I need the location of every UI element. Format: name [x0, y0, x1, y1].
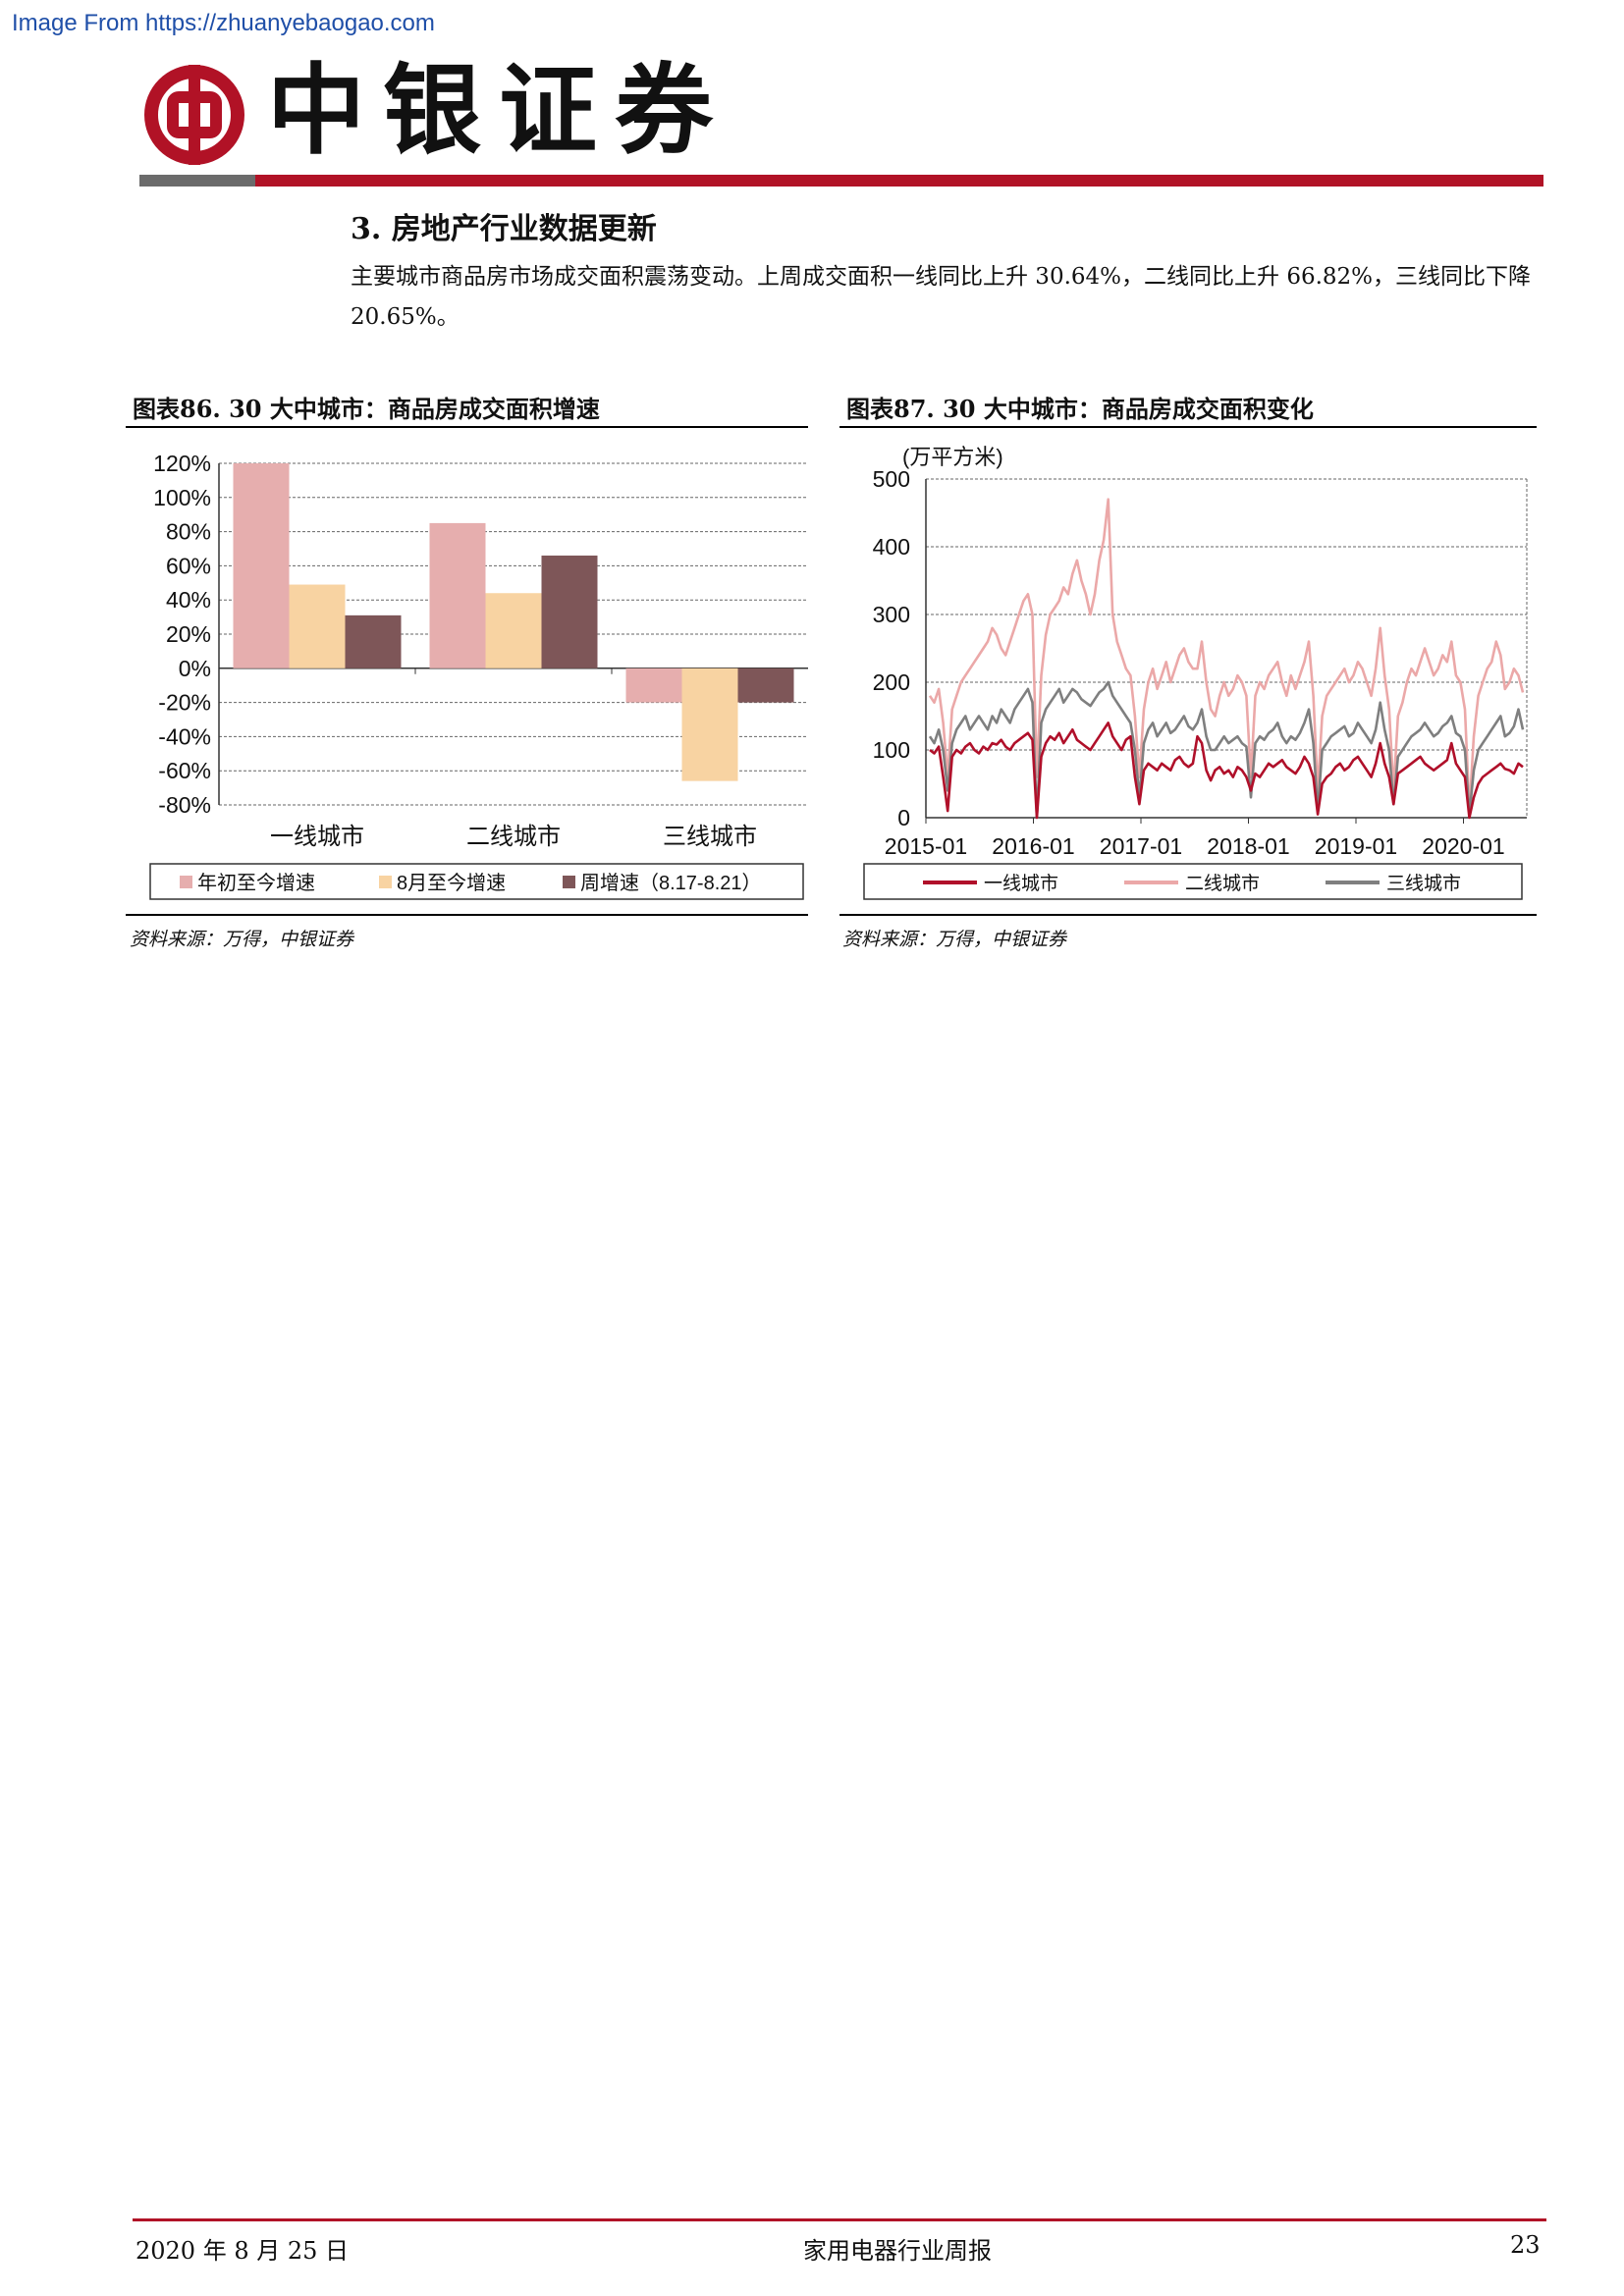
- chart87-legend-box: [863, 863, 1523, 900]
- chart86-ytick-label: 120%: [153, 451, 211, 476]
- chart86-legend-swatch: [379, 876, 392, 888]
- chart86-plot: 120% 100% 80% 60% 40% 20% 0% -20% -40% -60% -80% 一线…: [149, 451, 808, 900]
- chart87-xtick-label: 2018-01: [1207, 833, 1289, 859]
- chart86-bar: [737, 667, 794, 703]
- chart86-bar: [541, 555, 598, 668]
- chart87-ytick-label: 100: [873, 737, 910, 763]
- chart87-xtick-label: 2015-01: [885, 833, 967, 859]
- chart87-xtick-label: 2017-01: [1100, 833, 1182, 859]
- chart86-category-label: 二线城市: [466, 824, 561, 850]
- chart86-bar: [681, 667, 738, 781]
- chart87-series-line: [928, 680, 1525, 820]
- chart86-top-rule: [126, 426, 808, 428]
- chart87-plot: (万平方米)500 400 300 200 100 0 2015-01 2016-01 2017…: [863, 445, 1528, 900]
- chart86-legend-label: 周增速（8.17-8.21）: [580, 872, 762, 894]
- chart86-legend-swatch: [563, 876, 575, 888]
- section-title: 3. 房地产行业数据更新: [351, 212, 657, 246]
- header-bar-grey: [139, 175, 255, 187]
- chart86-ytick-label: -80%: [158, 792, 211, 818]
- chart86-legend-box: [149, 863, 804, 900]
- chart86-source: 资料来源：万得，中银证券: [130, 929, 354, 950]
- footer-date: 2020 年 8 月 25 日: [135, 2237, 350, 2265]
- chart86-bar: [289, 584, 346, 668]
- chart86-ytick-label: 60%: [166, 553, 211, 578]
- chart86-bottom-rule: [126, 914, 808, 916]
- chart87-series-line: [929, 721, 1524, 820]
- chart87-unit-label: (万平方米): [902, 445, 1003, 469]
- chart87-ytick-label: 400: [873, 534, 910, 560]
- chart86-title: 图表86. 30 大中城市：商品房成交面积增速: [133, 395, 600, 423]
- chart87-ytick-label: 300: [873, 602, 910, 627]
- chart87-title: 图表87. 30 大中城市：商品房成交面积变化: [846, 395, 1314, 423]
- chart86-ytick-label: 0%: [179, 656, 211, 681]
- chart87-ytick-label: 0: [897, 805, 910, 830]
- chart87-series-line: [928, 498, 1525, 813]
- chart87-legend-label: 三线城市: [1386, 873, 1461, 894]
- chart87-xtick-label: 2016-01: [992, 833, 1074, 859]
- chart86-ytick-label: 40%: [166, 587, 211, 613]
- chart86-bar: [485, 593, 542, 668]
- chart87-legend-label: 二线城市: [1185, 873, 1260, 894]
- chart86-ytick-label: -20%: [158, 690, 211, 716]
- chart87-bottom-rule: [839, 914, 1537, 916]
- chart86-bar: [345, 614, 402, 668]
- chart87-xtick-label: 2020-01: [1422, 833, 1504, 859]
- chart86-ytick-label: -60%: [158, 758, 211, 783]
- chart87-source: 资料来源：万得，中银证券: [842, 929, 1067, 950]
- chart86-ytick-label: -40%: [158, 723, 211, 749]
- brand-name: 中银证券: [267, 52, 731, 168]
- bank-logo-icon: [144, 65, 244, 165]
- chart87-xtick-label: 2019-01: [1315, 833, 1397, 859]
- chart87-legend-label: 一线城市: [984, 873, 1058, 894]
- chart87-top-rule: [839, 426, 1537, 428]
- chart86-bar: [233, 463, 290, 668]
- watermark-text: Image From https://zhuanyebaogao.com: [12, 10, 435, 36]
- chart86-ytick-label: 100%: [153, 485, 211, 510]
- footer-page-number: 23: [1510, 2231, 1541, 2259]
- chart86-bar: [625, 667, 682, 703]
- footer-rule: [133, 2218, 1546, 2221]
- chart87-ytick-label: 500: [873, 466, 910, 492]
- chart86-bar: [429, 522, 486, 668]
- header-bar-red: [255, 175, 1543, 187]
- chart86-legend-swatch: [180, 876, 192, 888]
- section-paragraph: 主要城市商品房市场成交面积震荡变动。上周成交面积一线同比上升 30.64%，二线…: [351, 264, 1532, 330]
- chart87-ytick-label: 200: [873, 669, 910, 695]
- chart86-ytick-label: 20%: [166, 621, 211, 647]
- chart86-legend-label: 8月至今增速: [397, 872, 506, 894]
- chart86-legend-label: 年初至今增速: [197, 872, 315, 894]
- chart86-category-label: 三线城市: [663, 824, 757, 850]
- footer-report-name: 家用电器行业周报: [803, 2237, 992, 2265]
- chart86-ytick-label: 80%: [166, 519, 211, 545]
- chart86-category-label: 一线城市: [270, 824, 364, 850]
